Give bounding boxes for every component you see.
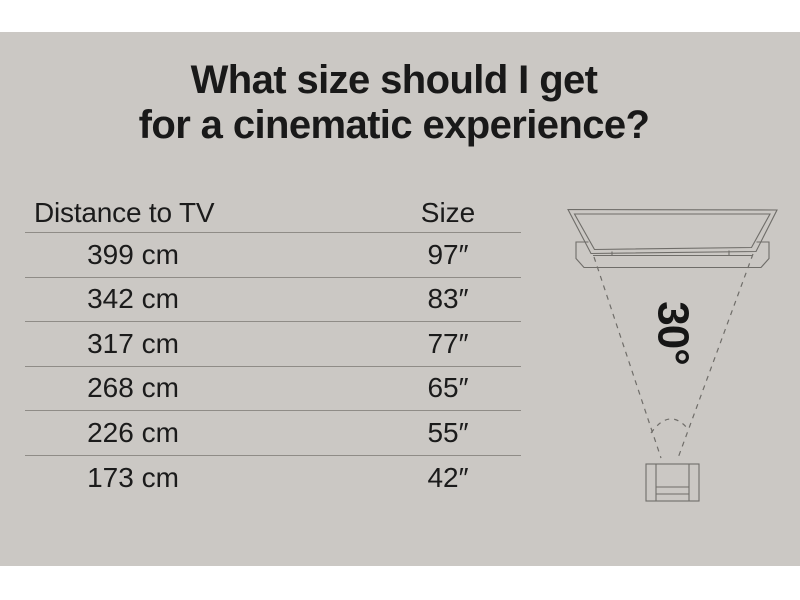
distance-size-table: Distance to TV Size 399 cm 97″ 342 cm 83…	[25, 194, 521, 500]
size-cell: 83″	[427, 283, 469, 315]
table-row: 173 cm 42″	[25, 456, 521, 501]
size-cell: 55″	[427, 416, 469, 448]
table-row: 226 cm 55″	[25, 411, 521, 456]
size-cell: 77″	[427, 327, 469, 359]
distance-cell: 173 cm	[87, 461, 179, 493]
distance-cell: 399 cm	[87, 238, 179, 270]
size-cell: 42″	[427, 461, 469, 493]
angle-arc	[650, 418, 689, 434]
page-title: What size should I get for a cinematic e…	[0, 58, 788, 148]
size-cell: 97″	[427, 238, 469, 270]
page-title-line2: for a cinematic experience?	[138, 103, 650, 147]
table-row: 399 cm 97″	[25, 233, 521, 278]
table-row: 317 cm 77″	[25, 322, 521, 367]
distance-cell: 317 cm	[87, 327, 179, 359]
tv-top-view-icon	[567, 208, 778, 269]
table-row: 268 cm 65″	[25, 367, 521, 411]
size-cell: 65″	[427, 372, 469, 404]
distance-cell: 226 cm	[87, 416, 179, 448]
distance-column-header: Distance to TV	[34, 197, 215, 228]
viewing-angle-diagram: 30°	[567, 208, 778, 502]
viewing-angle-label: 30°	[649, 301, 698, 365]
seat-top-view-icon	[645, 463, 700, 502]
page-title-line1: What size should I get	[190, 58, 598, 102]
info-panel: What size should I get for a cinematic e…	[0, 32, 800, 566]
size-column-header: Size	[420, 197, 476, 228]
table-header-row: Distance to TV Size	[25, 194, 521, 233]
distance-cell: 342 cm	[87, 283, 179, 315]
table-row: 342 cm 83″	[25, 278, 521, 322]
distance-cell: 268 cm	[87, 372, 179, 404]
viewing-angle-lines	[593, 253, 754, 459]
